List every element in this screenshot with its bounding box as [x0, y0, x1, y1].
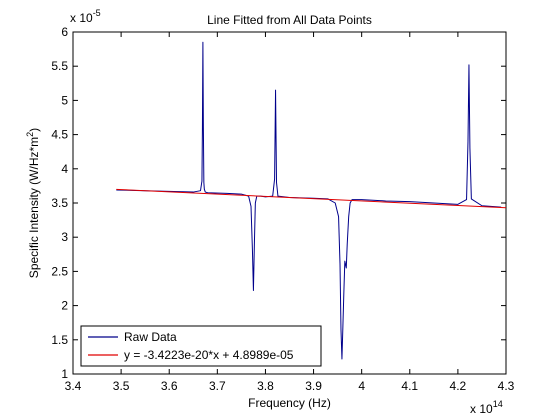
y-tick-label: 2.5 [51, 264, 68, 278]
x-tick-label: 3.7 [209, 379, 226, 393]
y-tick-label: 1 [61, 367, 68, 381]
y-axis-ticks: 1 1.5 2 2.5 3 3.5 4 4.5 5 5.5 6 [51, 25, 506, 381]
y-tick-label: 2 [61, 299, 68, 313]
x-tick-label: 3.4 [65, 379, 82, 393]
x-axis-label: Frequency (Hz) [248, 396, 331, 410]
y-tick-label: 3.5 [51, 196, 68, 210]
y-tick-label: 6 [61, 25, 68, 39]
legend: Raw Data y = -3.4223e-20*x + 4.8989e-05 [80, 325, 322, 367]
y-axis-label: Specific Intensity (W/Hz*m2) [25, 128, 41, 278]
x-axis-ticks: 3.4 3.5 3.6 3.7 3.8 3.9 4 4.1 4.2 4.3 [65, 32, 515, 393]
x-tick-label: 3.8 [257, 379, 274, 393]
x-axis-multiplier: x 1014 [470, 399, 503, 416]
y-tick-label: 5 [61, 93, 68, 107]
x-axis-multiplier-exponent: 14 [493, 399, 503, 409]
x-tick-label: 4.1 [401, 379, 418, 393]
y-tick-label: 3 [61, 230, 68, 244]
x-tick-label: 4.3 [498, 379, 515, 393]
x-tick-label: 4 [358, 379, 365, 393]
y-tick-label: 5.5 [51, 59, 68, 73]
legend-label-raw-data: Raw Data [124, 330, 177, 344]
y-axis-multiplier-exponent: -5 [93, 8, 101, 18]
y-axis-label-superscript: 2 [25, 132, 35, 137]
series-raw-data-line [116, 41, 502, 360]
y-tick-label: 1.5 [51, 333, 68, 347]
legend-label-fit-line: y = -3.4223e-20*x + 4.8989e-05 [124, 348, 294, 362]
series-layer [116, 41, 507, 360]
y-axis-multiplier: x 10-5 [70, 8, 101, 25]
chart-title: Line Fitted from All Data Points [207, 13, 372, 27]
x-tick-label: 3.5 [113, 379, 130, 393]
x-tick-label: 3.6 [161, 379, 178, 393]
y-tick-label: 4.5 [51, 128, 68, 142]
series-fitted-line [116, 188, 507, 209]
x-tick-label: 4.2 [450, 379, 467, 393]
legend-box [80, 325, 322, 367]
y-tick-label: 4 [61, 162, 68, 176]
x-tick-label: 3.9 [305, 379, 322, 393]
